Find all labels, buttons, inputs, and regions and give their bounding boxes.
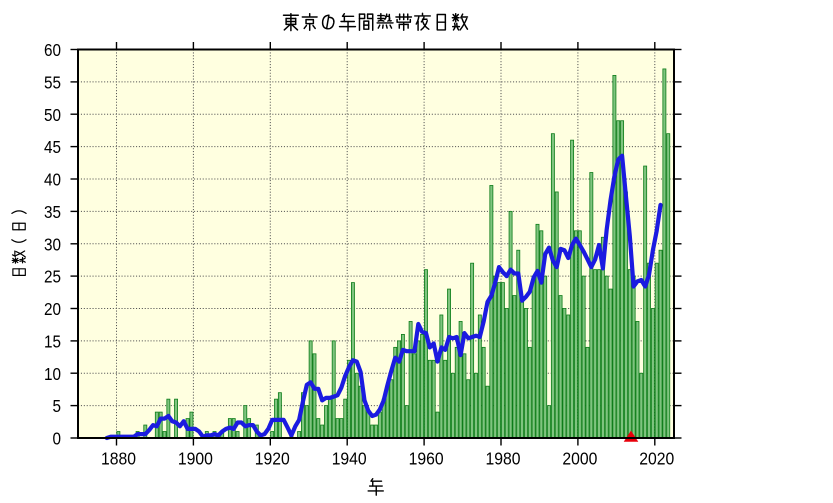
- svg-text:2020: 2020: [639, 449, 674, 469]
- svg-text:1960: 1960: [409, 449, 444, 469]
- svg-text:20: 20: [44, 299, 61, 319]
- svg-text:55: 55: [44, 73, 61, 93]
- svg-text:2000: 2000: [562, 449, 597, 469]
- svg-text:0: 0: [53, 429, 62, 449]
- svg-text:30: 30: [44, 234, 61, 254]
- svg-text:45: 45: [44, 137, 61, 157]
- svg-text:1920: 1920: [255, 449, 290, 469]
- svg-text:1900: 1900: [178, 449, 213, 469]
- svg-text:60: 60: [44, 40, 61, 60]
- svg-text:1940: 1940: [332, 449, 367, 469]
- svg-text:1980: 1980: [486, 449, 521, 469]
- svg-text:40: 40: [44, 170, 61, 190]
- svg-text:5: 5: [53, 396, 62, 416]
- svg-text:15: 15: [44, 332, 61, 352]
- svg-text:10: 10: [44, 364, 61, 384]
- svg-text:35: 35: [44, 202, 61, 222]
- svg-text:1880: 1880: [101, 449, 136, 469]
- svg-text:25: 25: [44, 267, 61, 287]
- svg-text:50: 50: [44, 105, 61, 125]
